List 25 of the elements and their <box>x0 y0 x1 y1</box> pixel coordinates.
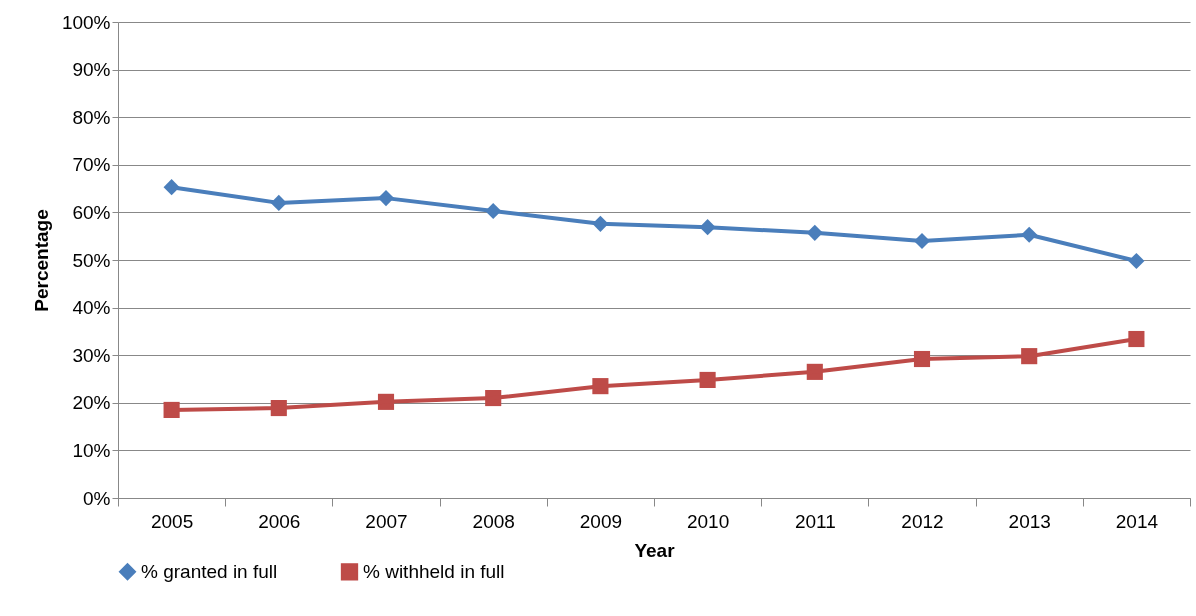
y-axis-title: Percentage <box>30 209 52 312</box>
y-tick-label: 100% <box>61 11 111 33</box>
x-tick-label: 2014 <box>1115 510 1159 532</box>
y-tick-label: 80% <box>72 106 111 128</box>
y-tick-label: 70% <box>72 154 111 176</box>
legend-label: % granted in full <box>141 560 278 582</box>
x-axis-title: Year <box>634 539 676 561</box>
y-tick-label: 30% <box>72 344 111 366</box>
y-tick-label: 20% <box>72 392 111 414</box>
x-tick-label: 2006 <box>258 510 301 532</box>
x-tick-label: 2010 <box>686 510 730 532</box>
y-tick-label: 0% <box>83 487 111 509</box>
y-tick-label: 60% <box>72 201 111 223</box>
x-tick-label: 2012 <box>901 510 944 532</box>
x-tick-label: 2009 <box>579 510 623 532</box>
x-tick-label: 2013 <box>1008 510 1051 532</box>
y-tick-label: 10% <box>72 439 111 461</box>
x-tick-label: 2008 <box>472 510 515 532</box>
legend-label: % withheld in full <box>363 560 505 582</box>
x-tick-label: 2011 <box>794 510 836 532</box>
x-tick-label: 2005 <box>150 510 194 532</box>
y-tick-label: 90% <box>72 59 111 81</box>
y-tick-label: 40% <box>72 297 111 319</box>
y-tick-label: 50% <box>72 249 111 271</box>
x-tick-label: 2007 <box>365 510 408 532</box>
